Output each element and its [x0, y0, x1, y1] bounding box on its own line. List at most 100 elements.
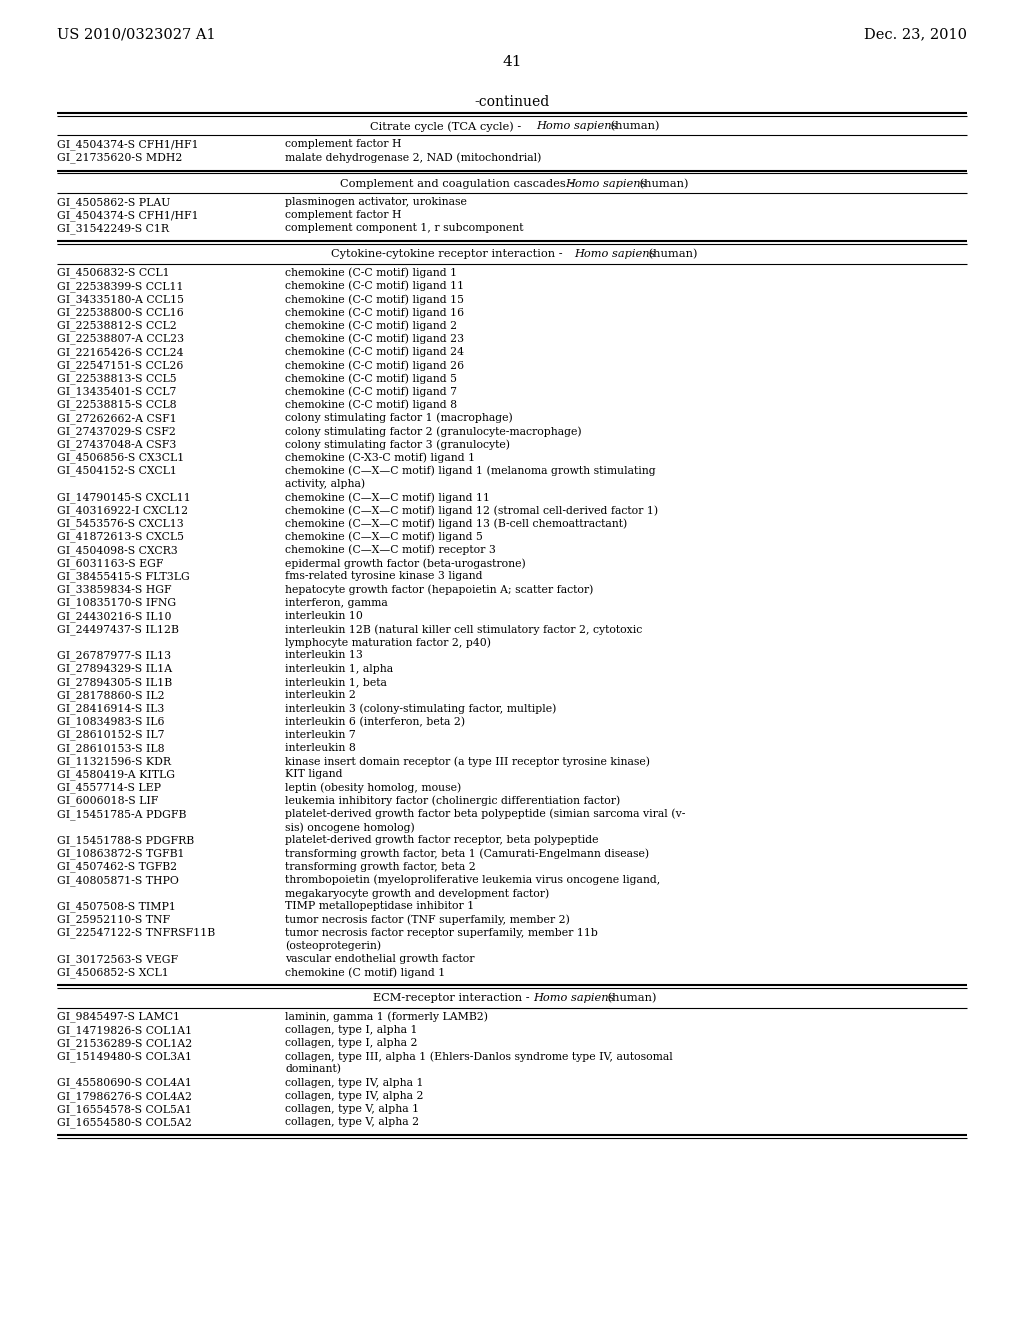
Text: chemokine (C—X—C motif) ligand 13 (B-cell chemoattractant): chemokine (C—X—C motif) ligand 13 (B-cel… [285, 519, 628, 529]
Text: GI_4507508-S TIMP1: GI_4507508-S TIMP1 [57, 902, 176, 912]
Text: Citrate cycle (TCA cycle) -: Citrate cycle (TCA cycle) - [370, 121, 524, 132]
Text: GI_40805871-S THPO: GI_40805871-S THPO [57, 875, 179, 886]
Text: (human): (human) [607, 121, 659, 131]
Text: tumor necrosis factor receptor superfamily, member 11b: tumor necrosis factor receptor superfami… [285, 928, 598, 937]
Text: (human): (human) [645, 249, 697, 260]
Text: interleukin 2: interleukin 2 [285, 690, 356, 700]
Text: (osteoprotegerin): (osteoprotegerin) [285, 941, 381, 952]
Text: GI_24430216-S IL10: GI_24430216-S IL10 [57, 611, 171, 622]
Text: GI_14719826-S COL1A1: GI_14719826-S COL1A1 [57, 1024, 193, 1035]
Text: chemokine (C-C motif) ligand 26: chemokine (C-C motif) ligand 26 [285, 360, 464, 371]
Text: colony stimulating factor 3 (granulocyte): colony stimulating factor 3 (granulocyte… [285, 440, 510, 450]
Text: GI_4557714-S LEP: GI_4557714-S LEP [57, 783, 161, 793]
Text: interleukin 13: interleukin 13 [285, 651, 362, 660]
Text: TIMP metallopeptidase inhibitor 1: TIMP metallopeptidase inhibitor 1 [285, 902, 474, 911]
Text: complement factor H: complement factor H [285, 139, 401, 149]
Text: chemokine (C-C motif) ligand 11: chemokine (C-C motif) ligand 11 [285, 281, 464, 292]
Text: GI_11321596-S KDR: GI_11321596-S KDR [57, 756, 171, 767]
Text: chemokine (C-X3-C motif) ligand 1: chemokine (C-X3-C motif) ligand 1 [285, 453, 475, 463]
Text: platelet-derived growth factor beta polypeptide (simian sarcoma viral (v-: platelet-derived growth factor beta poly… [285, 809, 685, 820]
Text: GI_4506856-S CX3CL1: GI_4506856-S CX3CL1 [57, 453, 184, 463]
Text: plasminogen activator, urokinase: plasminogen activator, urokinase [285, 197, 467, 207]
Text: collagen, type IV, alpha 2: collagen, type IV, alpha 2 [285, 1090, 424, 1101]
Text: chemokine (C-C motif) ligand 2: chemokine (C-C motif) ligand 2 [285, 321, 457, 331]
Text: GI_22538800-S CCL16: GI_22538800-S CCL16 [57, 308, 183, 318]
Text: Homo sapiens: Homo sapiens [532, 994, 614, 1003]
Text: vascular endothelial growth factor: vascular endothelial growth factor [285, 954, 474, 964]
Text: interleukin 3 (colony-stimulating factor, multiple): interleukin 3 (colony-stimulating factor… [285, 704, 556, 714]
Text: chemokine (C-C motif) ligand 8: chemokine (C-C motif) ligand 8 [285, 400, 457, 411]
Text: laminin, gamma 1 (formerly LAMB2): laminin, gamma 1 (formerly LAMB2) [285, 1011, 488, 1022]
Text: collagen, type V, alpha 1: collagen, type V, alpha 1 [285, 1104, 419, 1114]
Text: (human): (human) [604, 994, 656, 1003]
Text: GI_27437029-S CSF2: GI_27437029-S CSF2 [57, 426, 176, 437]
Text: sis) oncogene homolog): sis) oncogene homolog) [285, 822, 415, 833]
Text: GI_10834983-S IL6: GI_10834983-S IL6 [57, 717, 165, 727]
Text: GI_4504098-S CXCR3: GI_4504098-S CXCR3 [57, 545, 178, 556]
Text: transforming growth factor, beta 2: transforming growth factor, beta 2 [285, 862, 476, 871]
Text: chemokine (C—X—C motif) receptor 3: chemokine (C—X—C motif) receptor 3 [285, 545, 496, 556]
Text: Complement and coagulation cascades -: Complement and coagulation cascades - [340, 178, 578, 189]
Text: GI_6031163-S EGF: GI_6031163-S EGF [57, 558, 164, 569]
Text: GI_4580419-A KITLG: GI_4580419-A KITLG [57, 770, 175, 780]
Text: GI_28610152-S IL7: GI_28610152-S IL7 [57, 730, 165, 741]
Text: GI_4504374-S CFH1/HF1: GI_4504374-S CFH1/HF1 [57, 210, 199, 220]
Text: GI_27894305-S IL1B: GI_27894305-S IL1B [57, 677, 172, 688]
Text: GI_30172563-S VEGF: GI_30172563-S VEGF [57, 954, 178, 965]
Text: GI_10863872-S TGFB1: GI_10863872-S TGFB1 [57, 849, 184, 859]
Text: collagen, type I, alpha 2: collagen, type I, alpha 2 [285, 1038, 418, 1048]
Text: collagen, type III, alpha 1 (Ehlers-Danlos syndrome type IV, autosomal: collagen, type III, alpha 1 (Ehlers-Danl… [285, 1051, 673, 1061]
Text: GI_26787977-S IL13: GI_26787977-S IL13 [57, 651, 171, 661]
Text: collagen, type V, alpha 2: collagen, type V, alpha 2 [285, 1117, 419, 1127]
Text: GI_4504152-S CXCL1: GI_4504152-S CXCL1 [57, 466, 177, 477]
Text: Homo sapiens: Homo sapiens [565, 178, 647, 189]
Text: GI_4505862-S PLAU: GI_4505862-S PLAU [57, 197, 170, 207]
Text: GI_15451788-S PDGFRB: GI_15451788-S PDGFRB [57, 836, 195, 846]
Text: GI_22538815-S CCL8: GI_22538815-S CCL8 [57, 400, 176, 411]
Text: GI_17986276-S COL4A2: GI_17986276-S COL4A2 [57, 1090, 193, 1101]
Text: epidermal growth factor (beta-urogastrone): epidermal growth factor (beta-urogastron… [285, 558, 525, 569]
Text: GI_22538399-S CCL11: GI_22538399-S CCL11 [57, 281, 183, 292]
Text: lymphocyte maturation factor 2, p40): lymphocyte maturation factor 2, p40) [285, 638, 490, 648]
Text: chemokine (C-C motif) ligand 16: chemokine (C-C motif) ligand 16 [285, 308, 464, 318]
Text: colony stimulating factor 2 (granulocyte-macrophage): colony stimulating factor 2 (granulocyte… [285, 426, 582, 437]
Text: complement component 1, r subcomponent: complement component 1, r subcomponent [285, 223, 523, 234]
Text: GI_28416914-S IL3: GI_28416914-S IL3 [57, 704, 165, 714]
Text: chemokine (C motif) ligand 1: chemokine (C motif) ligand 1 [285, 968, 445, 978]
Text: Homo sapiens: Homo sapiens [574, 249, 655, 260]
Text: transforming growth factor, beta 1 (Camurati-Engelmann disease): transforming growth factor, beta 1 (Camu… [285, 849, 649, 859]
Text: GI_13435401-S CCL7: GI_13435401-S CCL7 [57, 387, 176, 397]
Text: GI_4504374-S CFH1/HF1: GI_4504374-S CFH1/HF1 [57, 139, 199, 150]
Text: KIT ligand: KIT ligand [285, 770, 342, 779]
Text: dominant): dominant) [285, 1064, 341, 1074]
Text: collagen, type IV, alpha 1: collagen, type IV, alpha 1 [285, 1077, 424, 1088]
Text: chemokine (C-C motif) ligand 5: chemokine (C-C motif) ligand 5 [285, 374, 457, 384]
Text: chemokine (C-C motif) ligand 7: chemokine (C-C motif) ligand 7 [285, 387, 457, 397]
Text: GI_16554580-S COL5A2: GI_16554580-S COL5A2 [57, 1117, 191, 1127]
Text: platelet-derived growth factor receptor, beta polypeptide: platelet-derived growth factor receptor,… [285, 836, 598, 845]
Text: GI_40316922-I CXCL12: GI_40316922-I CXCL12 [57, 506, 188, 516]
Text: megakaryocyte growth and development factor): megakaryocyte growth and development fac… [285, 888, 549, 899]
Text: GI_14790145-S CXCL11: GI_14790145-S CXCL11 [57, 492, 190, 503]
Text: Cytokine-cytokine receptor interaction -: Cytokine-cytokine receptor interaction - [332, 249, 566, 260]
Text: GI_28178860-S IL2: GI_28178860-S IL2 [57, 690, 165, 701]
Text: malate dehydrogenase 2, NAD (mitochondrial): malate dehydrogenase 2, NAD (mitochondri… [285, 152, 542, 162]
Text: GI_22538807-A CCL23: GI_22538807-A CCL23 [57, 334, 184, 345]
Text: GI_22538812-S CCL2: GI_22538812-S CCL2 [57, 321, 177, 331]
Text: chemokine (C-C motif) ligand 24: chemokine (C-C motif) ligand 24 [285, 347, 464, 358]
Text: GI_4506832-S CCL1: GI_4506832-S CCL1 [57, 268, 170, 279]
Text: Dec. 23, 2010: Dec. 23, 2010 [864, 26, 967, 41]
Text: 41: 41 [502, 55, 522, 69]
Text: tumor necrosis factor (TNF superfamily, member 2): tumor necrosis factor (TNF superfamily, … [285, 915, 570, 925]
Text: GI_33859834-S HGF: GI_33859834-S HGF [57, 585, 172, 595]
Text: GI_28610153-S IL8: GI_28610153-S IL8 [57, 743, 165, 754]
Text: GI_27262662-A CSF1: GI_27262662-A CSF1 [57, 413, 177, 424]
Text: GI_22547122-S TNFRSF11B: GI_22547122-S TNFRSF11B [57, 928, 215, 939]
Text: GI_4506852-S XCL1: GI_4506852-S XCL1 [57, 968, 169, 978]
Text: activity, alpha): activity, alpha) [285, 479, 366, 490]
Text: GI_34335180-A CCL15: GI_34335180-A CCL15 [57, 294, 184, 305]
Text: thrombopoietin (myeloproliferative leukemia virus oncogene ligand,: thrombopoietin (myeloproliferative leuke… [285, 875, 660, 886]
Text: interleukin 1, beta: interleukin 1, beta [285, 677, 387, 686]
Text: Homo sapiens: Homo sapiens [536, 121, 617, 131]
Text: -continued: -continued [474, 95, 550, 110]
